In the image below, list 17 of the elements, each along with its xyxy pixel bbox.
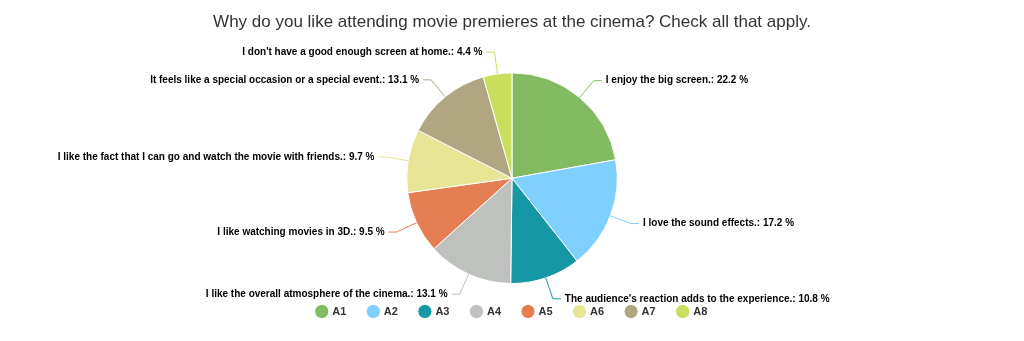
legend-label: A4 xyxy=(486,304,502,317)
data-label: It feels like a special occasion or a special event.: 13.1 % xyxy=(150,73,420,85)
data-label: I like watching movies in 3D.: 9.5 % xyxy=(217,225,385,237)
data-label: I don't have a good enough screen at home.: 4.4 % xyxy=(242,45,483,57)
legend-label: A8 xyxy=(693,304,708,317)
legend-label: A3 xyxy=(435,304,450,317)
data-label: I like the overall atmosphere of the cinema.: 13.1 % xyxy=(205,287,448,299)
legend-label: A2 xyxy=(383,304,398,317)
data-label: I like the fact that I can go and watch the movie with friends.: 9.7 % xyxy=(57,150,375,162)
legend-label: A5 xyxy=(538,304,553,317)
legend-label: A6 xyxy=(590,304,605,317)
data-label: The audience's reaction adds to the experience.: 10.8 % xyxy=(564,292,830,304)
data-label: I enjoy the big screen.: 22.2 % xyxy=(605,74,749,86)
data-label: I love the sound effects.: 17.2 % xyxy=(642,217,795,229)
legend-label: A7 xyxy=(641,304,656,317)
legend-label: A1 xyxy=(332,304,347,317)
chart-title: Why do you like attending movie premieres at the cinema? Check all that apply. xyxy=(213,11,811,31)
